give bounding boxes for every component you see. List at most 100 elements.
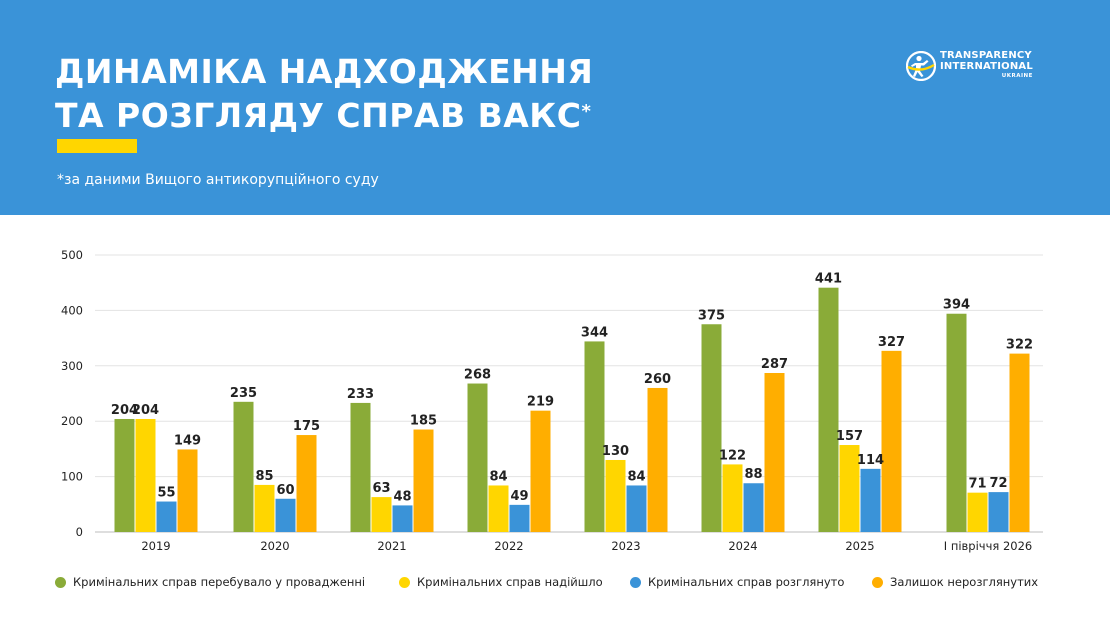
x-tick-label: І півріччя 2026 [944, 539, 1032, 553]
data-label: 85 [255, 469, 273, 484]
bar [988, 492, 1009, 532]
x-tick-label: 2024 [728, 539, 757, 553]
data-label: 49 [510, 489, 528, 504]
data-label: 88 [744, 467, 762, 482]
bar [254, 484, 275, 532]
bar [722, 464, 743, 532]
data-label: 322 [1006, 338, 1033, 353]
data-label: 48 [393, 489, 411, 504]
y-tick-label: 500 [61, 248, 83, 262]
data-label: 219 [527, 395, 554, 410]
bar [509, 504, 530, 532]
bar [488, 485, 509, 532]
y-tick-label: 200 [61, 414, 83, 428]
y-tick-label: 0 [76, 525, 83, 539]
data-label: 344 [581, 325, 608, 340]
data-label: 130 [602, 444, 629, 459]
data-label: 441 [815, 272, 842, 287]
data-label: 84 [489, 469, 507, 484]
legend-color-dot [872, 576, 883, 588]
bar [467, 383, 488, 532]
bar [350, 402, 371, 532]
bar [413, 429, 434, 532]
bar [233, 401, 254, 532]
legend-item: Кримінальних справ перебувало у провадже… [55, 575, 365, 589]
data-label: 114 [857, 453, 884, 468]
data-label: 60 [276, 483, 294, 498]
bar [114, 418, 135, 532]
bar [818, 287, 839, 532]
data-label: 204 [111, 403, 138, 418]
logo: TRANSPARENCY INTERNATIONAL UKRAINE [906, 48, 1046, 88]
legend-item: Залишок нерозглянутих [872, 575, 1038, 589]
bar [626, 485, 647, 532]
bar [647, 387, 668, 532]
bar [530, 410, 551, 532]
legend-label: Кримінальних справ розглянуто [648, 575, 845, 589]
x-tick-label: 2021 [377, 539, 406, 553]
y-tick-label: 300 [61, 359, 83, 373]
data-label: 175 [293, 419, 320, 434]
source-note: *за даними Вищого антикорупційного суду [57, 172, 379, 188]
bar [177, 449, 198, 532]
data-label: 327 [878, 335, 905, 350]
legend-color-dot [399, 576, 410, 588]
bar [1009, 353, 1030, 532]
transparency-international-globe-icon [906, 51, 936, 81]
y-tick-label: 400 [61, 303, 83, 317]
data-label: 235 [230, 386, 257, 401]
data-label: 72 [989, 476, 1007, 491]
title-footnote-mark: * [581, 101, 592, 122]
logo-line-2: INTERNATIONAL [940, 61, 1033, 72]
title-line-2: ТА РОЗГЛЯДУ СПРАВ ВАКС* [55, 94, 593, 138]
legend-label: Залишок нерозглянутих [890, 575, 1039, 589]
logo-wordmark: TRANSPARENCY INTERNATIONAL UKRAINE [940, 50, 1033, 80]
bar [946, 313, 967, 532]
bar [296, 435, 317, 532]
bar [881, 350, 902, 532]
x-tick-label: 2023 [611, 539, 640, 553]
x-tick-label: 2022 [494, 539, 523, 553]
data-label: 149 [174, 433, 201, 448]
data-label: 375 [698, 308, 725, 323]
bar [392, 505, 413, 532]
data-label: 268 [464, 368, 491, 383]
bar [967, 492, 988, 532]
bar [764, 373, 785, 532]
data-label: 63 [372, 481, 390, 496]
chart-bars [114, 287, 1030, 532]
title-line-2-text: ТА РОЗГЛЯДУ СПРАВ ВАКС [55, 96, 582, 135]
data-label: 185 [410, 414, 437, 429]
legend-color-dot [630, 576, 641, 588]
data-label: 260 [644, 372, 671, 387]
bar [860, 468, 881, 532]
bar [135, 418, 156, 532]
legend-item: Кримінальних справ розглянуто [630, 575, 844, 589]
logo-line-1: TRANSPARENCY [940, 50, 1032, 61]
bar [584, 341, 605, 532]
bar [605, 459, 626, 532]
data-label: 394 [943, 298, 970, 313]
bar [371, 497, 392, 532]
bar [743, 483, 764, 532]
bar [701, 324, 722, 532]
legend-label: Кримінальних справ надійшло [417, 575, 603, 589]
x-tick-label: 2020 [260, 539, 289, 553]
data-label: 84 [627, 469, 645, 484]
header-banner: ДИНАМІКА НАДХОДЖЕННЯ ТА РОЗГЛЯДУ СПРАВ В… [0, 0, 1110, 215]
legend-label: Кримінальних справ перебувало у провадже… [73, 575, 366, 589]
title-line-1: ДИНАМІКА НАДХОДЖЕННЯ [55, 52, 594, 91]
data-label: 287 [761, 357, 788, 372]
chart-legend: Кримінальних справ перебувало у провадже… [55, 575, 1055, 595]
data-label: 204 [132, 403, 159, 418]
bar [156, 501, 177, 532]
data-label: 233 [347, 387, 374, 402]
data-label: 157 [836, 429, 863, 444]
y-tick-label: 100 [61, 470, 83, 484]
data-label: 122 [719, 448, 746, 463]
title-accent-bar [57, 139, 137, 153]
data-label: 71 [968, 477, 986, 492]
logo-line-3: UKRAINE [1001, 73, 1033, 79]
